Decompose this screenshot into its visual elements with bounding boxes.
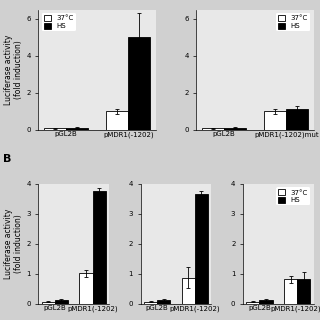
Bar [182,277,195,304]
Bar [195,194,208,304]
Bar [157,300,170,304]
Bar [66,128,88,130]
Bar [106,111,128,130]
Bar [92,191,106,304]
Bar [246,302,260,304]
Bar [297,279,310,304]
Bar [286,109,308,130]
Bar [128,37,150,130]
Bar [42,302,55,304]
Text: B: B [3,154,12,164]
Bar [144,302,157,304]
Bar [260,300,273,304]
Bar [284,279,297,304]
Legend: 37°C, HS: 37°C, HS [276,187,310,205]
Bar [224,128,246,130]
Legend: 37°C, HS: 37°C, HS [276,13,310,31]
Y-axis label: Luciferase activity
(fold induction): Luciferase activity (fold induction) [4,209,23,279]
Bar [44,128,66,130]
Bar [202,128,224,130]
Legend: 37°C, HS: 37°C, HS [42,13,76,31]
Y-axis label: Luciferase activity
(fold induction): Luciferase activity (fold induction) [4,35,23,105]
Bar [264,111,286,130]
Bar [79,273,92,304]
Bar [55,300,68,304]
